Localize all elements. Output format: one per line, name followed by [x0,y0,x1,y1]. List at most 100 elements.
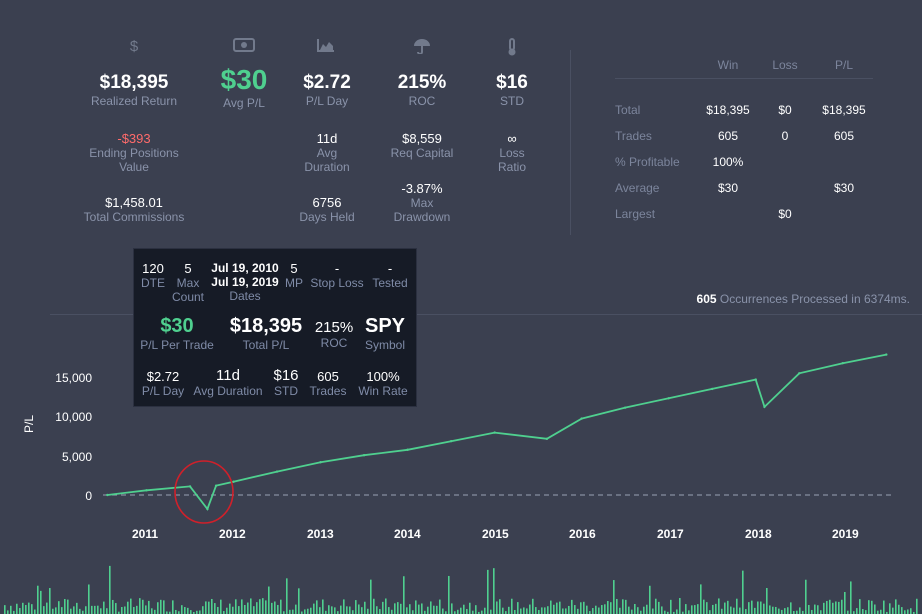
vertical-divider [570,50,571,235]
tooltip-pl-day-label: P/L Day [141,384,185,398]
volume-bar [7,610,9,614]
volume-bar [265,600,267,614]
volume-bar [487,569,489,614]
volume-bar [757,601,759,614]
volume-bar [898,604,900,614]
volume-bar [715,603,717,614]
volume-bar [85,606,87,614]
volume-bar [430,601,432,614]
x-tick: 2015 [482,527,509,541]
summary-table: Win Loss P/L Total $18,395 $0 $18,395 Tr… [615,58,873,227]
pl-data-point [885,353,888,356]
tooltip-avg-duration-field: 11d Avg Duration [192,367,264,398]
trades-label: Trades [309,384,347,398]
volume-bar [685,604,687,614]
volume-bar [901,607,903,614]
req-capital-label: Req Capital [390,146,454,160]
mp-field: 5 MP [284,261,304,290]
volume-bar [166,611,168,614]
volume-bar [760,601,762,614]
volume-bar [655,598,657,614]
stop-loss-value: - [334,261,340,276]
volume-bar [535,607,537,614]
volume-bar [493,568,495,614]
cell: 605 [833,129,855,143]
pl-data-point [493,431,496,434]
x-tick: 2017 [657,527,684,541]
cell: $30 [833,181,855,195]
thermometer-icon [492,38,532,60]
volume-bar [133,606,135,614]
volume-bar [601,605,603,614]
volume-bar [151,608,153,614]
tested-field: - Tested [368,261,412,290]
volume-bar [733,607,735,614]
volume-bar [439,599,441,614]
volume-bar [445,611,447,614]
cell: $18,395 [706,103,750,117]
volume-bar [400,603,402,614]
volume-bar [268,586,270,614]
ending-positions-value: -$393 [117,131,151,146]
stop-loss-field: - Stop Loss [306,261,368,290]
volume-bar [637,607,639,614]
volume-bar [181,605,183,614]
volume-bar [40,590,42,614]
dte-field: 120 DTE [136,261,170,290]
volume-bar [604,604,606,614]
volume-bar [481,610,483,614]
mp-label: MP [285,276,303,290]
pl-series-line [107,353,887,511]
dte-label: DTE [141,276,165,290]
pl-data-point [275,470,279,473]
volume-bar [631,609,633,614]
loss-ratio-value: ∞ [507,131,517,146]
volume-bar [292,609,294,614]
volume-bar [634,603,636,614]
volume-bar [652,608,654,614]
total-pl-value: $18,395 [229,315,303,337]
volume-bar [106,608,108,614]
volume-bar [595,605,597,614]
volume-bar [706,602,708,614]
volume-bar [844,591,846,614]
volume-bar [391,609,393,614]
volume-bar [508,606,510,614]
volume-bar [127,601,129,614]
volume-bar [877,610,879,614]
volume-bar [103,601,105,614]
volume-bar [697,604,699,614]
roc-label: ROC [408,94,436,108]
volume-bar [211,598,213,614]
volume-bar [28,602,30,614]
pl-data-point [841,361,844,365]
volume-bar [484,607,486,614]
volume-bar [88,584,90,614]
volume-bar [70,608,72,614]
pl-data-point [214,484,218,487]
win-rate-value: 100% [366,369,400,384]
volume-bar [895,599,897,614]
volume-bar [244,605,246,614]
volume-bar [322,599,324,614]
y-tick: 10,000 [55,410,92,424]
cell: $18,395 [822,103,866,117]
volume-bar [607,600,609,614]
volume-bar [721,608,723,614]
volume-bar [496,601,498,614]
volume-bar [388,607,390,614]
volume-bar [82,610,84,614]
volume-bar [892,607,894,614]
volume-bar [16,603,18,614]
volume-bar [19,608,21,614]
volume-bar [622,599,624,614]
volume-bar [751,600,753,614]
volume-bar [325,610,327,614]
pl-data-point [580,417,583,420]
volume-bar [688,610,690,614]
volume-bar [550,600,552,614]
volume-bar [193,611,195,614]
volume-bar [661,606,663,614]
money-bill-icon [224,38,264,56]
volume-bar [787,607,789,614]
